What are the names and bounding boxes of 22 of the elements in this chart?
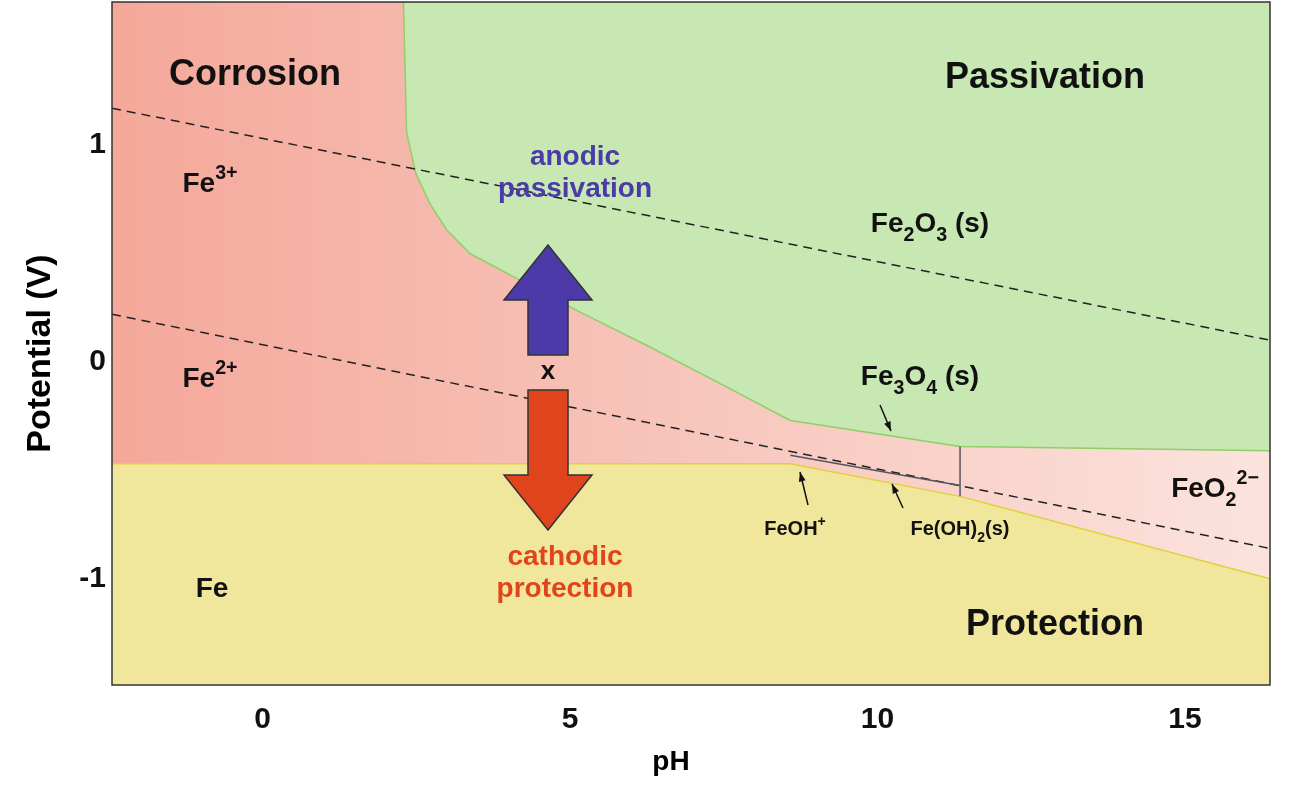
x-axis-title: pH [652,745,690,776]
x-tick-label: 5 [561,701,579,735]
y-tick-label: 1 [89,126,106,160]
annotation: FeOH$^{+}$ [764,512,826,540]
y-tick-label: -1 [79,559,106,593]
y-tick-label: 0 [89,342,106,376]
annotation: Corrosion [168,51,342,93]
annotation: x [540,354,556,385]
y-axis-title: Potential (V) [19,254,57,453]
x-tick-label: 15 [1168,701,1202,735]
annotation: cathodic protection [496,540,634,604]
annotation: Fe(OH)$_{2}$(s) [910,517,1010,545]
x-tick-label: 10 [860,701,895,735]
annotation: Protection [965,601,1145,643]
x-tick-label: 0 [254,701,271,735]
annotation: Passivation [944,54,1146,96]
annotation: Fe$^{3+}$ [182,161,238,199]
annotation: Fe [195,572,229,604]
annotation: Fe$_{3}$O$_{4}$ (s) [860,360,980,399]
annotation: Fe$_{2}$O$_{3}$ (s) [870,207,990,246]
annotation: Fe$^{2+}$ [182,356,238,394]
annotation: anodic passivation [497,140,653,204]
